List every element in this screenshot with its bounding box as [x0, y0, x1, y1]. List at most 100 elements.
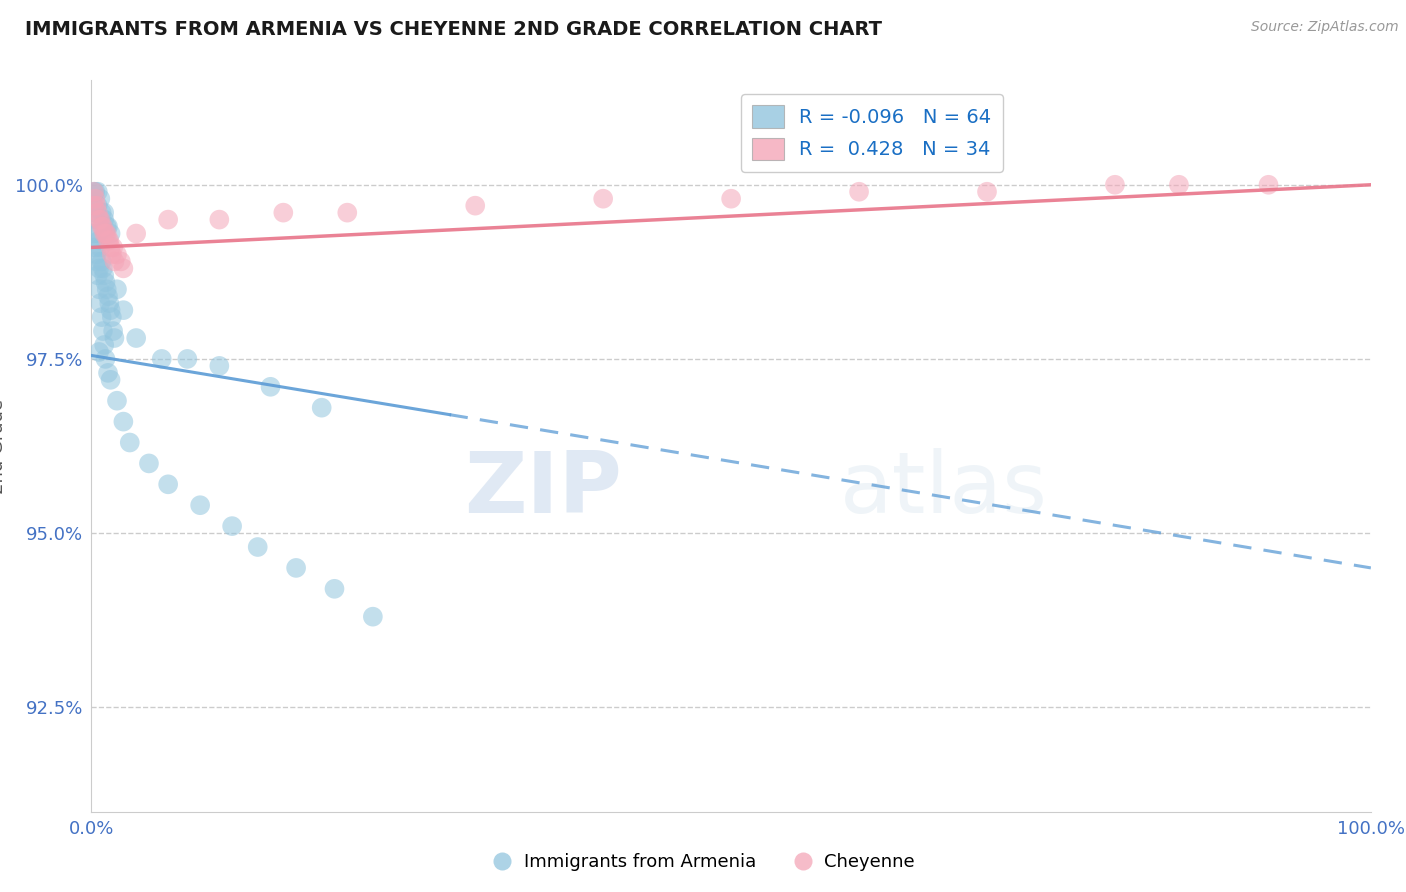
Point: [336, 205, 359, 219]
Point: [94, 275, 117, 289]
Point: [98, 234, 121, 248]
Point: [285, 561, 308, 575]
Point: [87, 185, 110, 199]
Point: [105, 393, 128, 408]
Point: [112, 303, 135, 318]
Point: [90, 310, 112, 325]
Point: [83, 227, 105, 241]
Point: [311, 401, 333, 415]
Legend: Immigrants from Armenia, Cheyenne: Immigrants from Armenia, Cheyenne: [484, 847, 922, 879]
Point: [90, 219, 112, 234]
Point: [105, 282, 128, 296]
Point: [86, 247, 108, 261]
Point: [208, 212, 231, 227]
Point: [101, 324, 124, 338]
Point: [101, 247, 124, 261]
Point: [86, 199, 108, 213]
Point: [87, 199, 110, 213]
Point: [323, 582, 346, 596]
Point: [87, 205, 110, 219]
Point: [83, 185, 105, 199]
Point: [86, 212, 108, 227]
Point: [157, 477, 180, 491]
Point: [112, 415, 135, 429]
Point: [125, 331, 148, 345]
Point: [93, 338, 115, 352]
Point: [1104, 178, 1126, 192]
Point: [96, 219, 118, 234]
Legend: R = -0.096   N = 64, R =  0.428   N = 34: R = -0.096 N = 64, R = 0.428 N = 34: [741, 94, 1002, 171]
Point: [87, 234, 110, 248]
Y-axis label: 2nd Grade: 2nd Grade: [0, 399, 7, 493]
Point: [93, 227, 115, 241]
Point: [100, 227, 122, 241]
Point: [110, 254, 132, 268]
Point: [87, 345, 110, 359]
Point: [84, 192, 107, 206]
Point: [86, 254, 108, 268]
Point: [97, 219, 120, 234]
Point: [118, 435, 141, 450]
Point: [94, 351, 117, 366]
Point: [592, 192, 614, 206]
Point: [91, 219, 114, 234]
Point: [221, 519, 243, 533]
Point: [89, 212, 111, 227]
Text: atlas: atlas: [839, 449, 1047, 532]
Point: [93, 205, 115, 219]
Point: [100, 240, 122, 254]
Point: [176, 351, 198, 366]
Point: [464, 199, 486, 213]
Point: [101, 310, 124, 325]
Point: [89, 192, 111, 206]
Point: [97, 289, 120, 303]
Point: [93, 268, 115, 283]
Point: [97, 234, 120, 248]
Point: [83, 185, 105, 199]
Point: [976, 185, 998, 199]
Point: [87, 227, 110, 241]
Point: [138, 457, 160, 471]
Point: [87, 268, 110, 283]
Point: [90, 205, 112, 219]
Point: [87, 261, 110, 276]
Point: [1257, 178, 1279, 192]
Point: [93, 212, 115, 227]
Point: [89, 240, 111, 254]
Point: [246, 540, 269, 554]
Point: [100, 373, 122, 387]
Point: [188, 498, 211, 512]
Point: [100, 303, 122, 318]
Point: [84, 240, 107, 254]
Point: [87, 212, 110, 227]
Point: [96, 227, 118, 241]
Point: [84, 205, 107, 219]
Point: [97, 366, 120, 380]
Point: [83, 199, 105, 213]
Point: [720, 192, 742, 206]
Point: [208, 359, 231, 373]
Point: [361, 609, 384, 624]
Point: [101, 240, 124, 254]
Point: [83, 199, 105, 213]
Text: ZIP: ZIP: [464, 449, 623, 532]
Point: [112, 261, 135, 276]
Point: [1167, 178, 1189, 192]
Point: [91, 261, 114, 276]
Point: [98, 296, 121, 310]
Point: [150, 351, 173, 366]
Point: [103, 254, 125, 268]
Text: Source: ZipAtlas.com: Source: ZipAtlas.com: [1251, 20, 1399, 34]
Point: [848, 185, 870, 199]
Point: [125, 227, 148, 241]
Point: [84, 185, 107, 199]
Point: [91, 324, 114, 338]
Point: [94, 227, 117, 241]
Point: [103, 331, 125, 345]
Point: [87, 282, 110, 296]
Point: [157, 212, 180, 227]
Point: [96, 282, 118, 296]
Point: [90, 254, 112, 268]
Point: [271, 205, 295, 219]
Text: IMMIGRANTS FROM ARMENIA VS CHEYENNE 2ND GRADE CORRELATION CHART: IMMIGRANTS FROM ARMENIA VS CHEYENNE 2ND …: [25, 20, 883, 38]
